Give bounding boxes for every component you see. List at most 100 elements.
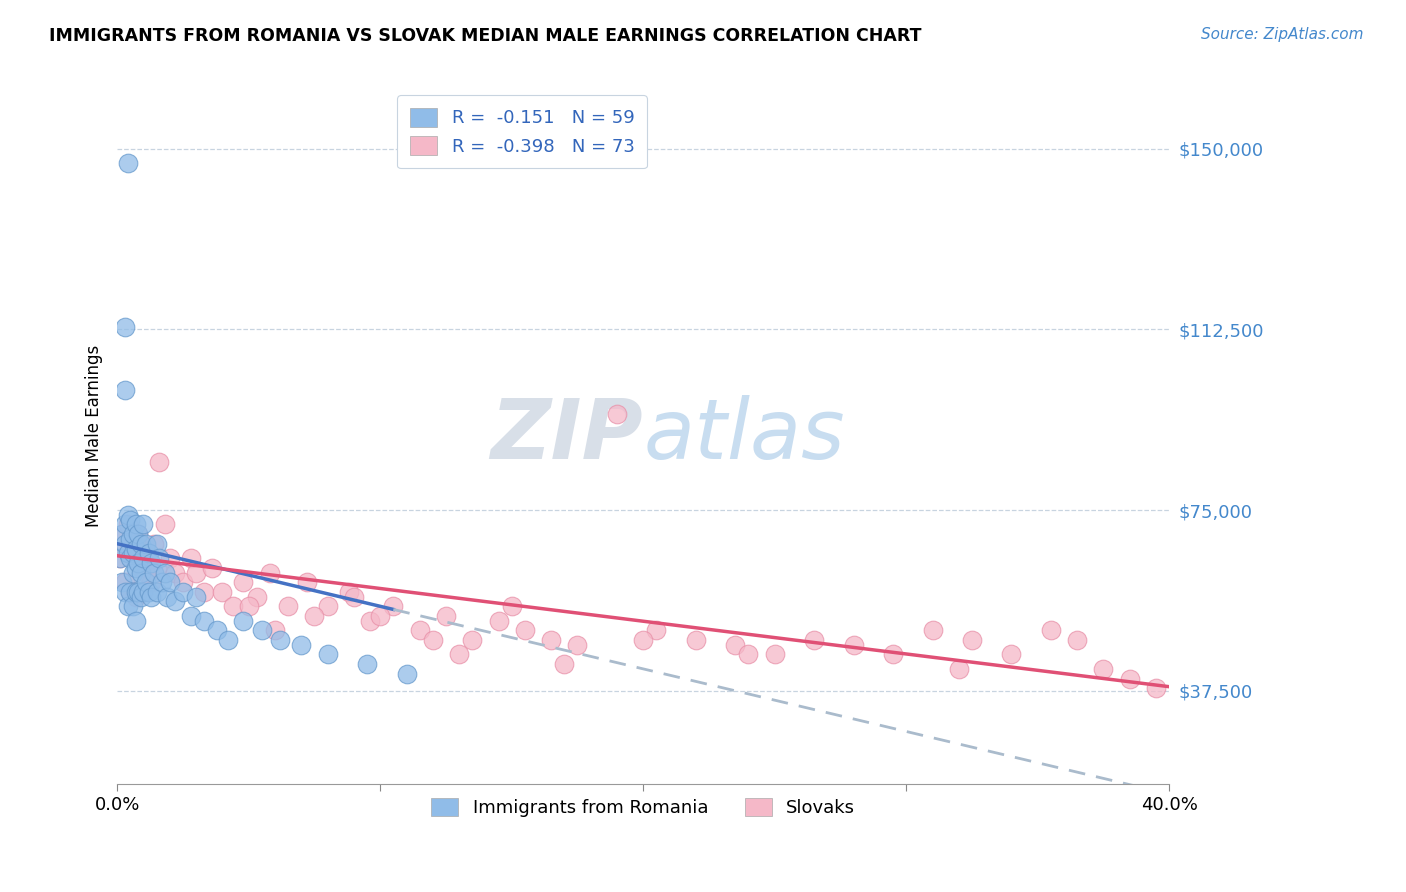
- Point: [111, 527, 134, 541]
- Point: [356, 657, 378, 671]
- Point: [129, 566, 152, 580]
- Point: [165, 594, 187, 608]
- Point: [184, 566, 207, 580]
- Point: [120, 585, 142, 599]
- Point: [124, 585, 146, 599]
- Point: [127, 527, 149, 541]
- Point: [117, 156, 139, 170]
- Point: [172, 585, 194, 599]
- Point: [138, 546, 160, 560]
- Point: [114, 517, 136, 532]
- Point: [117, 546, 139, 560]
- Point: [763, 648, 786, 662]
- Point: [141, 590, 163, 604]
- Point: [259, 566, 281, 580]
- Point: [921, 624, 943, 638]
- Point: [124, 541, 146, 556]
- Point: [250, 624, 273, 638]
- Point: [114, 541, 136, 556]
- Point: [434, 609, 457, 624]
- Point: [316, 648, 339, 662]
- Point: [395, 666, 418, 681]
- Point: [145, 561, 167, 575]
- Point: [135, 575, 157, 590]
- Point: [685, 632, 707, 647]
- Point: [138, 551, 160, 566]
- Point: [143, 566, 166, 580]
- Point: [141, 556, 163, 570]
- Point: [124, 561, 146, 575]
- Point: [882, 648, 904, 662]
- Point: [645, 624, 668, 638]
- Point: [960, 632, 983, 647]
- Point: [193, 585, 215, 599]
- Point: [180, 551, 202, 566]
- Point: [540, 632, 562, 647]
- Point: [129, 561, 152, 575]
- Point: [145, 537, 167, 551]
- Point: [148, 455, 170, 469]
- Point: [145, 585, 167, 599]
- Point: [127, 527, 149, 541]
- Point: [343, 590, 366, 604]
- Point: [553, 657, 575, 671]
- Point: [842, 638, 865, 652]
- Point: [232, 614, 254, 628]
- Point: [132, 585, 155, 599]
- Point: [129, 590, 152, 604]
- Point: [948, 662, 970, 676]
- Point: [124, 517, 146, 532]
- Point: [143, 537, 166, 551]
- Point: [129, 537, 152, 551]
- Point: [238, 599, 260, 614]
- Point: [120, 532, 142, 546]
- Point: [117, 599, 139, 614]
- Point: [513, 624, 536, 638]
- Point: [461, 632, 484, 647]
- Point: [567, 638, 589, 652]
- Point: [114, 320, 136, 334]
- Point: [120, 513, 142, 527]
- Point: [1000, 648, 1022, 662]
- Point: [117, 508, 139, 522]
- Point: [124, 590, 146, 604]
- Point: [304, 609, 326, 624]
- Point: [211, 585, 233, 599]
- Point: [122, 566, 145, 580]
- Point: [159, 575, 181, 590]
- Point: [124, 551, 146, 566]
- Point: [316, 599, 339, 614]
- Point: [153, 566, 176, 580]
- Point: [217, 632, 239, 647]
- Point: [501, 599, 523, 614]
- Point: [295, 575, 318, 590]
- Point: [120, 546, 142, 560]
- Point: [150, 575, 173, 590]
- Point: [141, 575, 163, 590]
- Point: [114, 383, 136, 397]
- Point: [232, 575, 254, 590]
- Point: [159, 551, 181, 566]
- Point: [135, 537, 157, 551]
- Point: [180, 609, 202, 624]
- Point: [359, 614, 381, 628]
- Point: [138, 585, 160, 599]
- Point: [1092, 662, 1115, 676]
- Point: [408, 624, 430, 638]
- Point: [1119, 672, 1142, 686]
- Point: [148, 551, 170, 566]
- Point: [120, 585, 142, 599]
- Point: [132, 517, 155, 532]
- Point: [165, 566, 187, 580]
- Point: [156, 590, 179, 604]
- Point: [135, 566, 157, 580]
- Point: [114, 575, 136, 590]
- Point: [153, 517, 176, 532]
- Point: [201, 561, 224, 575]
- Point: [172, 575, 194, 590]
- Text: ZIP: ZIP: [491, 395, 643, 476]
- Point: [222, 599, 245, 614]
- Point: [724, 638, 747, 652]
- Point: [124, 614, 146, 628]
- Point: [422, 632, 444, 647]
